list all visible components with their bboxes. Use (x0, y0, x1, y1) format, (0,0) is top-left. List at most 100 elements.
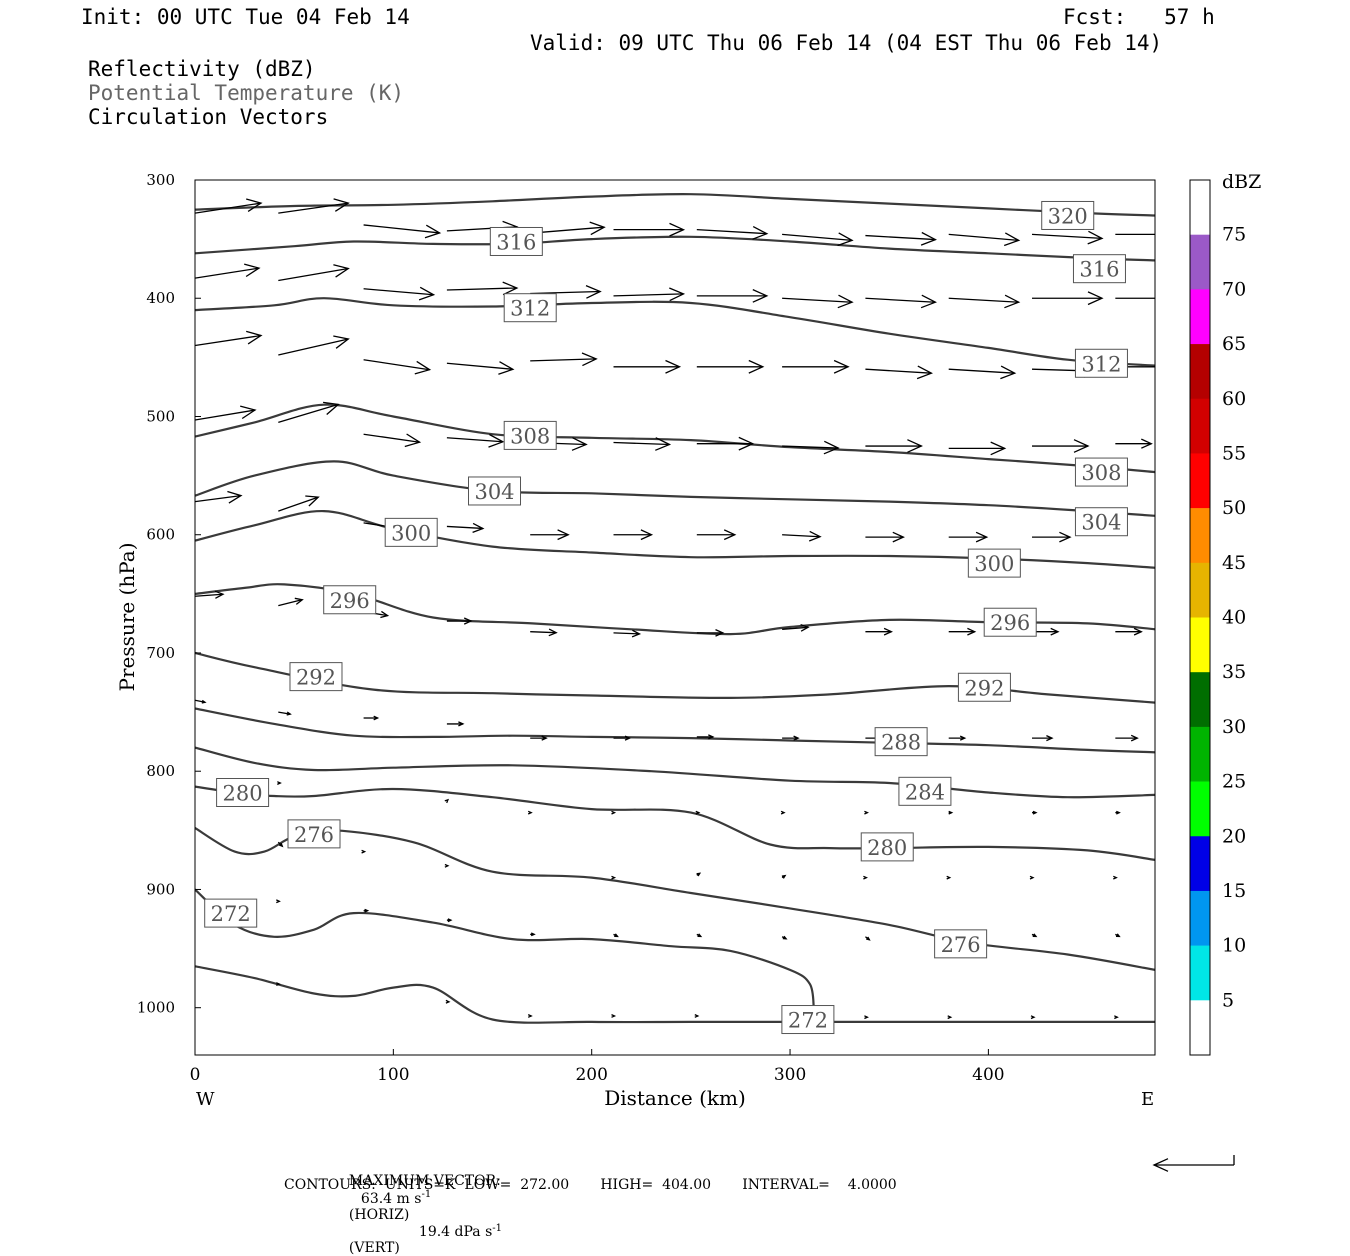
svg-text:304: 304 (1081, 511, 1121, 535)
x-tick-label: 100 (377, 1065, 409, 1085)
y-axis-label: Pressure (hPa) (115, 543, 139, 692)
horiz-max-value: 63.4 m s (360, 1190, 422, 1207)
circulation-vector (446, 721, 465, 727)
circulation-vector (696, 226, 769, 240)
circulation-vector (195, 263, 261, 279)
circulation-vector (361, 849, 367, 854)
svg-text:280: 280 (223, 782, 263, 806)
horiz-unit: (HORIZ) (348, 1206, 410, 1223)
contour-label: 288 (874, 727, 928, 757)
circulation-vector (1031, 933, 1038, 938)
y-tick-label: 600 (146, 526, 175, 544)
colorbar-segment (1190, 180, 1210, 235)
circulation-vector (948, 365, 1017, 380)
circulation-vector (696, 933, 703, 938)
theta-contour-312 (195, 297, 1155, 367)
y-tick-label: 800 (146, 762, 175, 780)
plot-frame (194, 179, 1156, 1056)
colorbar-label: 45 (1222, 552, 1246, 574)
colorbar-label: 50 (1222, 497, 1246, 519)
contour-label: 292 (957, 672, 1011, 702)
y-tick-label: 500 (146, 407, 175, 425)
circulation-vector (696, 872, 702, 877)
svg-text:276: 276 (941, 933, 981, 957)
circulation-vector (696, 529, 737, 541)
circulation-vector (948, 294, 1021, 309)
x-end-label-west: W (196, 1089, 215, 1110)
svg-text:292: 292 (296, 666, 336, 690)
contour-label: 304 (468, 476, 522, 506)
colorbar-segment (1190, 836, 1210, 892)
circulation-vector (195, 490, 243, 504)
vert-unit: (VERT) (348, 1240, 400, 1256)
circulation-vector (865, 936, 871, 941)
circulation-vector (611, 875, 617, 880)
circulation-vector (195, 405, 257, 421)
colorbar-label: 25 (1222, 771, 1246, 793)
theta-contour-272-upper (195, 888, 815, 1008)
circulation-vector (782, 735, 800, 741)
svg-text:308: 308 (510, 424, 550, 448)
circulation-vector (696, 436, 755, 451)
init-time: Init: 00 UTC Tue 04 Feb 14 (81, 5, 410, 29)
circulation-vector (446, 433, 505, 448)
field-circulation-vectors: Circulation Vectors (88, 105, 329, 129)
y-tick-label: 700 (146, 644, 175, 662)
circulation-vector (530, 735, 548, 741)
colorbar-segment (1190, 344, 1210, 400)
circulation-vector (865, 294, 937, 309)
colorbar-segment (1190, 398, 1210, 454)
circulation-vector (782, 232, 854, 247)
circulation-vector (1115, 933, 1121, 938)
circulation-vector (363, 715, 380, 721)
circulation-vector (864, 1015, 869, 1020)
circulation-vector (1032, 810, 1038, 815)
circulation-vector (696, 734, 715, 740)
colorbar-segment (1190, 945, 1210, 1001)
colorbar-label: 55 (1222, 442, 1246, 464)
circulation-vector (278, 264, 350, 282)
circulation-vector (195, 198, 263, 214)
circulation-vector (1031, 230, 1104, 245)
contour-label: 296 (323, 585, 377, 615)
theta-contour-280 (195, 785, 1155, 861)
circulation-vector (1032, 439, 1090, 453)
x-axis-label: Distance (km) (604, 1086, 746, 1110)
theta-contour-272-lower (195, 965, 1155, 1024)
circulation-vector (696, 629, 725, 637)
circulation-vector (363, 433, 422, 448)
circulation-vector (277, 841, 284, 848)
svg-text:280: 280 (867, 836, 907, 860)
circulation-vector (781, 874, 787, 879)
x-end-label-east: E (1141, 1089, 1154, 1110)
circulation-vector (446, 617, 473, 625)
svg-text:284: 284 (905, 780, 945, 804)
reference-vector (1152, 1155, 1235, 1172)
colorbar-segment (1190, 508, 1210, 564)
circulation-vector (446, 522, 485, 534)
contour-label: 308 (1074, 457, 1128, 487)
circulation-vector (1030, 1015, 1036, 1020)
colorbar-label: 70 (1222, 278, 1246, 300)
colorbar-segment (1190, 617, 1210, 673)
max-vector-label: MAXIMUM VECTOR: (348, 1173, 501, 1189)
circulation-vector (195, 590, 225, 599)
circulation-vector (613, 359, 682, 374)
circulation-vector (613, 437, 672, 451)
circulation-vector (363, 224, 442, 239)
circulation-vector (276, 899, 281, 904)
circulation-vector (1115, 810, 1121, 815)
circulation-vector (613, 629, 642, 638)
contour-label: 292 (289, 662, 343, 692)
circulation-vector (864, 810, 869, 815)
svg-text:312: 312 (1081, 352, 1121, 376)
circulation-vector (278, 711, 292, 716)
theta-contour-316 (195, 235, 1155, 262)
circulation-vector (782, 530, 822, 542)
circulation-vector (530, 932, 536, 937)
circulation-vector (278, 597, 304, 607)
contour-label: 320 (1041, 200, 1095, 230)
theta-contour-304 (195, 460, 1155, 517)
x-tick-label: 200 (575, 1065, 607, 1085)
colorbar-label: 40 (1222, 607, 1246, 629)
